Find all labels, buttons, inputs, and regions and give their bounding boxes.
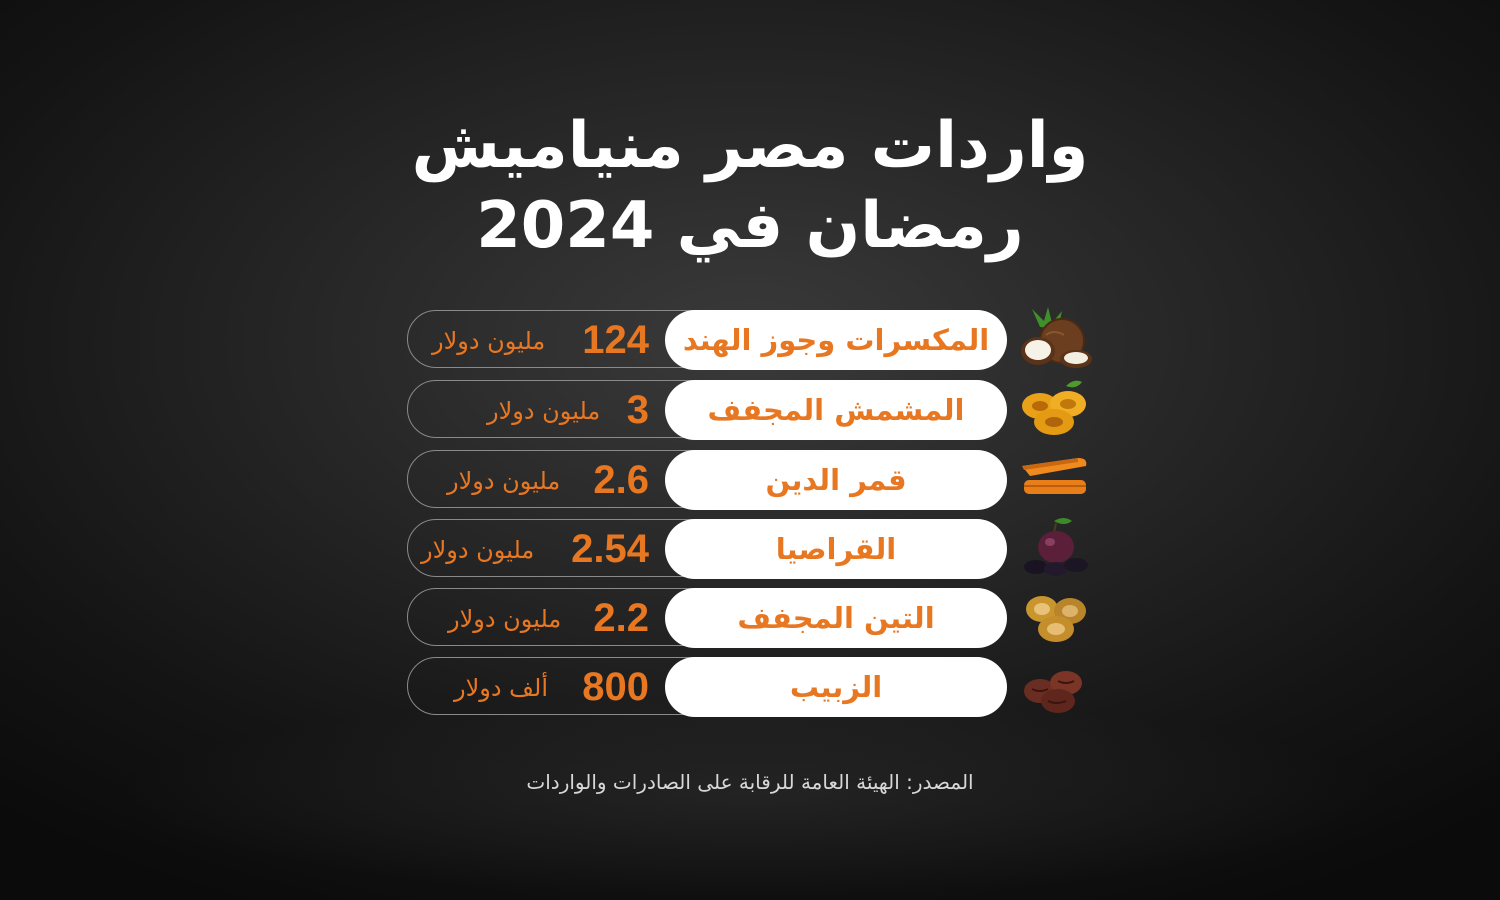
value-unit: مليون دولار	[448, 605, 562, 633]
prune-icon	[1024, 518, 1088, 576]
value-number: 124	[582, 318, 649, 362]
label-box: الزبيب	[665, 657, 1007, 717]
value-unit: مليون دولار	[432, 327, 546, 355]
row-label: المكسرات وجوز الهند	[682, 323, 990, 357]
row-label: الزبيب	[789, 670, 883, 704]
dried-apricot-icon	[1022, 380, 1086, 435]
table-row: ألف دولار 800 الزبيب	[407, 657, 1007, 717]
table-row: مليون دولار 2.6 قمر الدين	[407, 450, 1007, 510]
value-number: 3	[626, 388, 649, 432]
table-row: مليون دولار 2.54 القراصيا	[407, 519, 1007, 579]
source-note: المصدر: الهيئة العامة للرقابة على الصادر…	[526, 770, 974, 794]
label-box: القراصيا	[665, 519, 1007, 579]
dried-fig-icon	[1026, 596, 1086, 642]
value-number: 2.6	[593, 458, 649, 502]
value-unit: ألف دولار	[454, 674, 549, 702]
value-number: 800	[582, 665, 649, 709]
table-row: مليون دولار 124 المكسرات وجوز الهند	[407, 310, 1007, 370]
row-label: قمر الدين	[765, 463, 907, 497]
row-label: التين المجفف	[737, 601, 935, 635]
page-title-line-1: واردات مصر منياميش	[411, 109, 1089, 183]
value-unit: مليون دولار	[421, 536, 535, 564]
row-label: القراصيا	[775, 532, 897, 566]
apricot-paste-icon	[1022, 458, 1087, 494]
table-row: مليون دولار 3 المشمش المجفف	[407, 380, 1007, 440]
page-title-line-2: رمضان في 2024	[476, 189, 1024, 263]
label-box: المشمش المجفف	[665, 380, 1007, 440]
coconut-icon	[1021, 307, 1092, 368]
table-row: مليون دولار 2.2 التين المجفف	[407, 588, 1007, 648]
value-unit: مليون دولار	[487, 397, 601, 425]
value-number: 2.2	[593, 596, 649, 640]
label-box: قمر الدين	[665, 450, 1007, 510]
value-unit: مليون دولار	[447, 467, 561, 495]
raisin-icon	[1024, 671, 1082, 713]
label-box: المكسرات وجوز الهند	[665, 310, 1007, 370]
value-number: 2.54	[571, 527, 649, 571]
label-box: التين المجفف	[665, 588, 1007, 648]
row-label: المشمش المجفف	[707, 393, 965, 427]
